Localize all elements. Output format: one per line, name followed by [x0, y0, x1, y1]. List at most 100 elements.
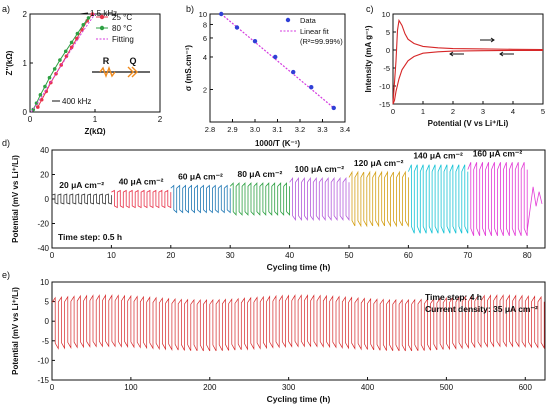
panel-a-ylabel: Z''(kΩ) — [5, 50, 14, 75]
panel-e-y-tick-label: 10 — [40, 278, 49, 287]
panel-a-frame — [29, 13, 161, 113]
panel-a-point — [75, 36, 79, 41]
panel-a-x-tick-label: 1 — [93, 115, 98, 124]
panel-b-y-tick-label: 8 — [203, 20, 207, 29]
panel-b-x-tick-label: 3.4 — [340, 125, 350, 134]
panel-b-x-tick-label: 3.0 — [250, 125, 260, 134]
panel-a-annotation-1-5khz: 1.5 kHz — [90, 9, 117, 18]
panel-e-x-tick-label: 500 — [440, 383, 454, 392]
panel-c-xlabel: Potential (V vs Li⁺/Li) — [428, 119, 509, 128]
panel-c-y-tick-label: -5 — [383, 64, 390, 73]
panel-d-segment-label: 160 μA cm⁻² — [473, 148, 523, 158]
panel-e-frame — [51, 281, 546, 381]
panel-b-x-tick-label: 3.1 — [272, 125, 282, 134]
panel-d-x-tick-label: 10 — [107, 251, 116, 260]
panel-b-point — [219, 11, 224, 17]
panel-d-annotation: Time step: 0.5 h — [58, 232, 122, 242]
panel-d-x-tick-label: 80 — [523, 251, 532, 260]
panel-b-y-tick-label: 6 — [203, 34, 207, 43]
panel-a-label: a) — [2, 4, 10, 14]
panel-a-legend-text: Fitting — [112, 35, 134, 44]
panel-b-legend-text: Data — [300, 16, 317, 25]
panel-e-x-tick-label: 0 — [50, 383, 55, 392]
panel-e-annotation-current-density: Current density: 35 μA cm⁻² — [425, 304, 538, 314]
panel-d-segment-line — [51, 193, 112, 205]
panel-c-ylabel: Intensity (mA g⁻¹) — [364, 25, 373, 92]
panel-d-x-tick-label: 50 — [345, 251, 354, 260]
panel-a-point — [52, 67, 57, 71]
panel-c-x-tick-label: 4 — [511, 107, 515, 116]
panel-d-label: d) — [2, 138, 10, 148]
panel-a-point — [47, 75, 52, 80]
panel-b-legend-marker — [285, 17, 291, 23]
panel-b-point — [309, 85, 314, 90]
panel-b-xlabel: 1000/T (K⁻¹) — [255, 139, 300, 148]
panel-a-point — [75, 31, 80, 36]
panel-d-x-tick-label: 0 — [50, 251, 55, 260]
panel-a-annotation-arrow — [79, 12, 89, 15]
panel-d-segment-label: 20 μA cm⁻² — [59, 180, 104, 190]
panel-d-segment-line — [170, 184, 231, 214]
panel-d-y-tick-label: 40 — [40, 146, 49, 155]
panel-e-y-tick-label: -15 — [37, 376, 49, 385]
panel-a-point — [38, 93, 43, 97]
panel-e-y-tick-label: -5 — [42, 337, 50, 346]
panel-d-segment-line — [289, 176, 350, 222]
panel-d-x-tick-label: 40 — [285, 251, 294, 260]
panel-d-segment-line — [408, 164, 469, 234]
panel-b-x-tick-label: 3.3 — [317, 125, 327, 134]
panel-a-point — [63, 49, 68, 54]
panel-a-circuit-label-q: Q — [129, 56, 136, 66]
panel-e-x-tick-label: 300 — [282, 383, 296, 392]
panel-a-xlabel: Z(kΩ) — [84, 127, 105, 136]
panel-a-legend-marker — [99, 14, 105, 20]
panel-a-point — [86, 16, 91, 20]
panel-d-segment-label: 60 μA cm⁻² — [178, 172, 223, 182]
panel-a-point — [39, 97, 44, 102]
panel-c-x-tick-label: 3 — [481, 107, 485, 116]
panel-a-point — [58, 58, 62, 62]
panel-d-xlabel: Cycling time (h) — [267, 262, 331, 272]
panel-a-cpe-icon — [127, 66, 134, 78]
panel-b-point — [252, 38, 258, 44]
panel-e-y-tick-label: -10 — [37, 356, 49, 365]
panel-c-x-tick-label: 2 — [451, 107, 455, 116]
panel-c-x-tick-label: 1 — [421, 107, 425, 116]
panel-a-point — [85, 19, 89, 23]
panel-c-y-tick-label: -15 — [379, 100, 390, 109]
panel-a-point — [36, 105, 40, 109]
panel-a-point — [43, 84, 47, 89]
panel-d-tail-line — [526, 186, 543, 231]
panel-a-resistor-icon — [99, 66, 116, 78]
panel-b-label: b) — [186, 4, 194, 14]
panel-a-legend-text: 80 °C — [112, 24, 132, 33]
panel-c-cv-curve — [392, 18, 544, 105]
panel-a-y-tick-label: 2 — [23, 10, 28, 19]
panel-c-y-tick-label: -10 — [379, 82, 390, 91]
panel-a-x-tick-label: 2 — [158, 115, 163, 124]
panel-e-voltage-line — [51, 294, 545, 352]
panel-b-x-tick-label: 2.9 — [227, 125, 237, 134]
panel-d-segment-label: 100 μA cm⁻² — [295, 164, 345, 174]
panel-b-legend-text: Linear fit — [300, 27, 330, 36]
panel-a-y-tick-label: 1 — [23, 59, 28, 68]
panel-b-ylabel: σ (mS.cm⁻¹) — [184, 45, 193, 91]
panel-e-y-tick-label: 0 — [45, 317, 50, 326]
panel-d-segment-label: 80 μA cm⁻² — [237, 169, 282, 179]
panel-d-segment-label: 40 μA cm⁻² — [119, 176, 164, 186]
panel-d-segment-label: 120 μA cm⁻² — [354, 158, 404, 168]
panel-a-y-tick-label: 0 — [23, 108, 28, 117]
panel-c-y-tick-label: 5 — [386, 28, 390, 37]
panel-b-point — [234, 25, 240, 30]
panel-c-x-tick-label: 5 — [541, 107, 545, 116]
panel-a-point — [81, 22, 86, 27]
panel-d-segment-line — [348, 170, 409, 228]
panel-b-point — [291, 69, 296, 75]
panel-c-arrow-right-icon — [490, 37, 495, 43]
panel-a-point — [90, 12, 95, 16]
panel-a-legend-marker — [99, 25, 105, 31]
panel-b-point — [331, 105, 336, 111]
panel-c-label: c) — [366, 4, 374, 14]
panel-b-legend-text: (R²=99.99%) — [300, 37, 343, 46]
panel-d-segment-label: 140 μA cm⁻² — [413, 151, 463, 161]
